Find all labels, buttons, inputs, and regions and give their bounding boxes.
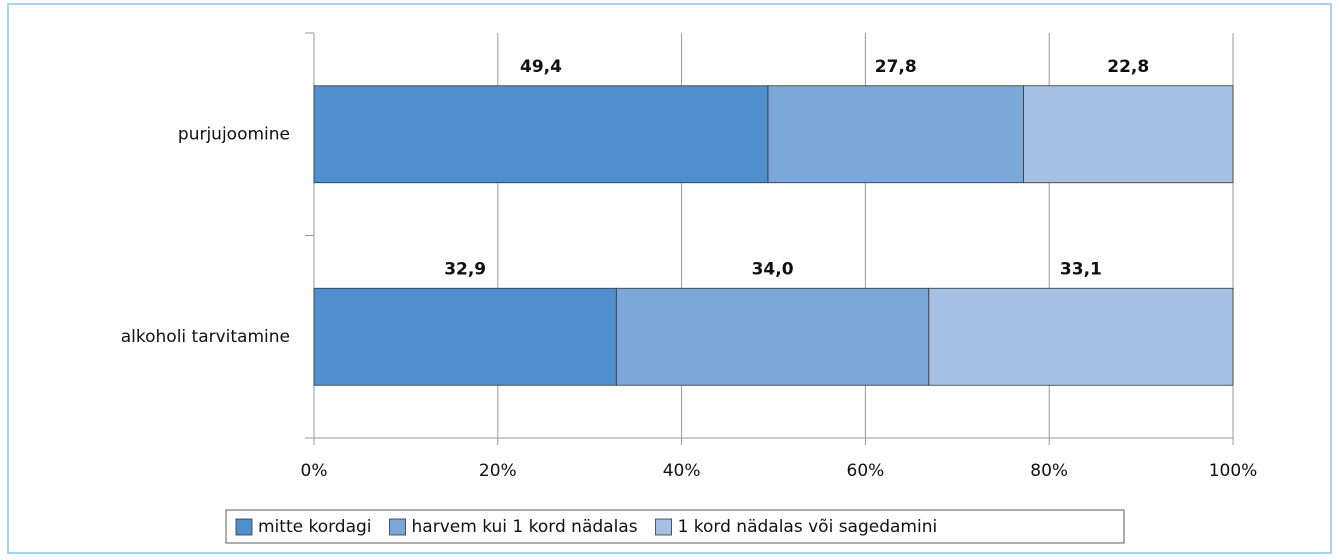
value-label: 32,9 — [444, 259, 486, 279]
x-tick-label: 100% — [1209, 461, 1258, 481]
bar-segment — [1023, 85, 1234, 184]
value-label: 33,1 — [1060, 259, 1102, 279]
bar-segment — [928, 287, 1234, 386]
x-tick-label: 40% — [663, 461, 701, 481]
legend-swatch — [389, 518, 406, 536]
y-tick-label: alkoholi tarvitamine — [121, 327, 290, 347]
x-tick-label: 0% — [301, 461, 328, 481]
y-tick-label: purjujoomine — [178, 124, 290, 144]
legend-swatch — [655, 518, 672, 536]
value-label: 34,0 — [752, 259, 794, 279]
frame — [7, 3, 1332, 554]
x-tick-label: 80% — [1030, 461, 1068, 481]
value-label: 49,4 — [520, 57, 562, 77]
x-tick-label: 60% — [847, 461, 885, 481]
bar-segment — [313, 287, 617, 386]
legend-label: harvem kui 1 kord nädalas — [412, 517, 638, 537]
bar-segment — [615, 287, 930, 386]
value-label: 22,8 — [1107, 57, 1149, 77]
value-label: 27,8 — [875, 57, 917, 77]
bar-segment — [313, 85, 769, 184]
legend-label: mitte kordagi — [258, 517, 372, 537]
bar-segment — [767, 85, 1024, 184]
legend-swatch — [235, 518, 253, 536]
legend-label: 1 kord nädalas või sagedamini — [678, 517, 938, 537]
x-tick-label: 20% — [479, 461, 517, 481]
legend-box — [225, 509, 1125, 544]
